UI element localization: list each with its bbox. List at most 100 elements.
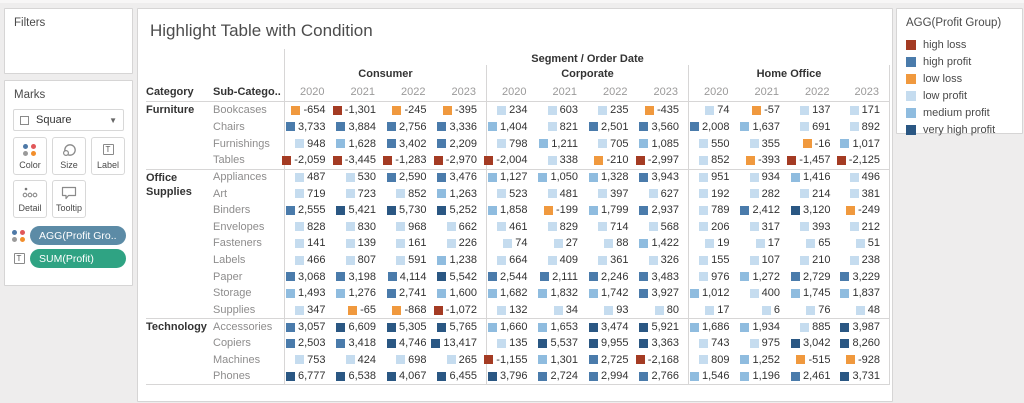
table-cell[interactable]: 698 — [385, 352, 436, 369]
table-cell[interactable]: 226 — [436, 235, 487, 252]
table-cell[interactable]: 393 — [789, 218, 840, 235]
table-cell[interactable]: -65 — [335, 302, 386, 319]
table-cell[interactable]: 3,402 — [385, 135, 436, 152]
table-cell[interactable]: 523 — [486, 185, 537, 202]
subcategory-label[interactable]: Appliances — [213, 168, 284, 186]
subcategory-label[interactable]: Fasteners — [213, 237, 262, 250]
table-cell[interactable]: 1,686 — [688, 318, 739, 335]
table-cell[interactable]: 714 — [587, 218, 638, 235]
table-cell[interactable]: 347 — [284, 301, 335, 319]
table-cell[interactable]: 934 — [738, 168, 789, 186]
table-cell[interactable]: 948 — [284, 135, 335, 152]
table-cell[interactable]: 338 — [537, 152, 588, 169]
subcategory-label[interactable]: Phones — [213, 368, 284, 385]
table-cell[interactable]: 161 — [385, 235, 436, 252]
table-cell[interactable]: 976 — [688, 268, 739, 286]
table-cell[interactable]: 6,609 — [334, 318, 385, 335]
table-cell[interactable]: 326 — [638, 252, 689, 269]
table-cell[interactable]: 5,305 — [385, 318, 436, 335]
table-cell[interactable]: 1,252 — [739, 352, 790, 369]
table-cell[interactable]: 1,238 — [436, 252, 487, 269]
table-cell[interactable]: 5,765 — [435, 318, 486, 335]
table-cell[interactable]: 2,544 — [486, 268, 537, 286]
table-cell[interactable]: -515 — [789, 352, 840, 369]
table-cell[interactable]: 19 — [688, 235, 739, 252]
table-cell[interactable]: 1,127 — [486, 168, 537, 186]
table-cell[interactable]: 830 — [335, 218, 386, 235]
subcategory-label[interactable]: Furnishings — [213, 137, 270, 150]
subcategory-label[interactable]: Paper — [213, 270, 243, 283]
table-cell[interactable]: 409 — [537, 252, 588, 269]
table-cell[interactable]: 550 — [688, 135, 739, 152]
table-cell[interactable]: 317 — [739, 218, 790, 235]
table-cell[interactable]: -245 — [385, 102, 436, 119]
table-cell[interactable]: 3,927 — [638, 285, 689, 302]
table-cell[interactable]: 1,211 — [537, 135, 588, 152]
table-cell[interactable]: 2,741 — [385, 285, 436, 302]
table-cell[interactable]: 5,537 — [537, 335, 588, 352]
segment-header[interactable]: Home Office — [688, 65, 890, 82]
table-cell[interactable]: 132 — [486, 301, 537, 319]
table-cell[interactable]: 719 — [284, 185, 335, 202]
table-cell[interactable]: 3,042 — [789, 335, 840, 352]
subcategory-column-header[interactable]: Sub-Catego.. — [213, 82, 284, 102]
table-cell[interactable]: 3,483 — [638, 268, 689, 285]
table-cell[interactable]: 9,955 — [587, 335, 638, 352]
table-cell[interactable]: 3,987 — [839, 318, 890, 335]
table-cell[interactable]: 1,745 — [789, 285, 840, 302]
table-cell[interactable]: 487 — [284, 168, 335, 186]
table-cell[interactable]: 192 — [688, 185, 739, 202]
subcategory-label[interactable]: Storage — [213, 287, 252, 300]
table-cell[interactable]: 17 — [739, 235, 790, 252]
table-cell[interactable]: 807 — [335, 252, 386, 269]
segment-header[interactable]: Corporate — [486, 65, 688, 82]
table-cell[interactable]: 34 — [537, 302, 588, 319]
table-cell[interactable]: 139 — [335, 235, 386, 252]
legend-item-lp[interactable]: low profit — [906, 87, 1022, 104]
year-header[interactable]: 2020 — [688, 82, 739, 102]
table-cell[interactable]: -1,072 — [433, 302, 487, 319]
table-cell[interactable]: 975 — [739, 335, 790, 352]
year-header[interactable]: 2021 — [536, 82, 587, 102]
table-cell[interactable]: 1,301 — [537, 352, 588, 369]
table-cell[interactable]: 2,503 — [284, 334, 335, 352]
table-cell[interactable]: 355 — [739, 135, 790, 152]
table-cell[interactable]: 1,660 — [486, 318, 537, 335]
table-cell[interactable]: 1,050 — [536, 168, 587, 186]
table-cell[interactable]: 1,832 — [537, 285, 588, 302]
table-cell[interactable]: 753 — [284, 351, 335, 369]
table-cell[interactable]: 6,455 — [435, 368, 486, 385]
table-cell[interactable]: 3,884 — [335, 119, 386, 136]
table-cell[interactable]: 1,272 — [739, 268, 790, 285]
table-cell[interactable]: 397 — [587, 185, 638, 202]
subcategory-label[interactable]: Labels — [213, 254, 246, 267]
year-header[interactable]: 2023 — [839, 82, 890, 102]
table-cell[interactable]: 1,600 — [436, 285, 487, 302]
table-cell[interactable]: 1,628 — [335, 135, 386, 152]
subcategory-label[interactable]: Accessories — [213, 318, 284, 335]
table-cell[interactable]: 1,837 — [840, 285, 890, 302]
table-cell[interactable]: 93 — [587, 302, 638, 319]
mark-button-color[interactable]: Color — [13, 137, 47, 175]
table-cell[interactable]: 627 — [638, 185, 689, 202]
table-cell[interactable]: 234 — [486, 102, 537, 119]
table-cell[interactable]: 3,560 — [638, 119, 689, 136]
table-cell[interactable]: 743 — [688, 334, 739, 352]
table-cell[interactable]: 5,730 — [385, 202, 436, 219]
table-cell[interactable]: 2,555 — [284, 201, 335, 219]
year-header[interactable]: 2020 — [284, 82, 335, 102]
mark-button-label[interactable]: T Label — [91, 137, 125, 175]
table-cell[interactable]: 3,474 — [587, 318, 638, 335]
subcategory-label[interactable]: Chairs — [213, 120, 245, 133]
table-cell[interactable]: 1,328 — [587, 168, 638, 186]
table-cell[interactable]: 107 — [739, 252, 790, 269]
table-cell[interactable]: 705 — [587, 135, 638, 152]
table-cell[interactable]: -868 — [385, 302, 436, 319]
table-cell[interactable]: 206 — [688, 218, 739, 236]
table-cell[interactable]: 3,943 — [637, 168, 688, 186]
table-cell[interactable]: -2,970 — [433, 152, 487, 169]
table-cell[interactable]: -435 — [638, 102, 689, 119]
table-cell[interactable]: 968 — [385, 218, 436, 235]
table-cell[interactable]: 5,252 — [436, 202, 487, 219]
table-cell[interactable]: 88 — [587, 235, 638, 252]
